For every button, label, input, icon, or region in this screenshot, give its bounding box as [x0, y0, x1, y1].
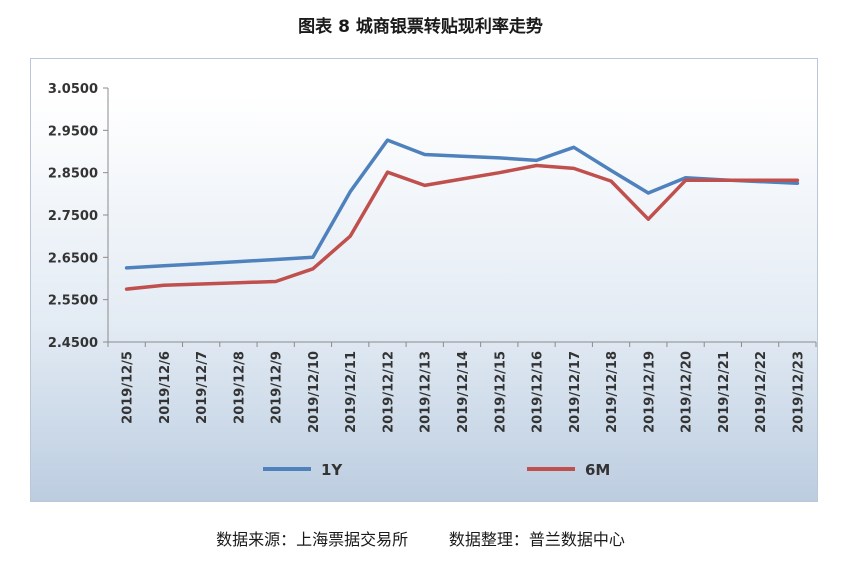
series-layer — [124, 138, 800, 291]
x-tick-label: 2019/12/14 — [456, 351, 471, 433]
y-tick-label: 2.5500 — [48, 294, 98, 309]
y-axis: 2.4500 2.5500 2.6500 2.7500 2.8500 2.9500 3.05… — [48, 82, 109, 351]
x-tick-label: 2019/12/23 — [791, 351, 806, 433]
series-line-1y — [124, 138, 800, 270]
x-tick-label: 2019/12/11 — [344, 351, 359, 433]
chart-title: 图表 8 城商银票转贴现利率走势 — [298, 17, 543, 37]
x-tick-label: 2019/12/17 — [568, 351, 583, 433]
x-tick-label: 2019/12/15 — [493, 351, 508, 433]
legend-label-6m: 6M — [585, 461, 610, 479]
y-tick-label: 2.7500 — [48, 209, 98, 224]
x-tick-label: 2019/12/13 — [419, 351, 434, 433]
legend-label-1y: 1Y — [321, 461, 343, 479]
y-tick-label: 2.4500 — [48, 336, 98, 351]
x-tick-label: 2019/12/22 — [754, 351, 769, 433]
line-chart: 2.4500 2.5500 2.6500 2.7500 2.8500 2.9500 3.05… — [48, 82, 817, 479]
x-tick-label: 2019/12/20 — [680, 351, 695, 433]
series-line-6m — [124, 163, 800, 291]
x-tick-label: 2019/12/6 — [158, 351, 173, 424]
y-tick-label: 3.0500 — [48, 82, 98, 97]
x-tick-label: 2019/12/18 — [605, 351, 620, 433]
source-note: 数据来源：上海票据交易所 数据整理：普兰数据中心 — [216, 530, 625, 549]
x-tick-label: 2019/12/12 — [381, 351, 396, 433]
x-tick-label: 2019/12/7 — [195, 351, 210, 424]
x-tick-label: 2019/12/9 — [270, 351, 285, 424]
x-tick-label: 2019/12/19 — [642, 351, 657, 433]
x-tick-label: 2019/12/10 — [307, 351, 322, 433]
y-tick-label: 2.9500 — [48, 124, 98, 139]
chart-area: 2.4500 2.5500 2.6500 2.7500 2.8500 2.9500 3.05… — [30, 58, 818, 502]
x-tick-label: 2019/12/16 — [531, 351, 546, 433]
x-axis: 2019/12/5 2019/12/6 2019/12/7 2019/12/8 2019… — [107, 341, 817, 433]
x-tick-label: 2019/12/21 — [717, 351, 732, 433]
y-tick-label: 2.8500 — [48, 167, 98, 182]
x-tick-label: 2019/12/8 — [232, 351, 247, 424]
x-tick-label: 2019/12/5 — [121, 351, 136, 424]
y-tick-label: 2.6500 — [48, 251, 98, 266]
legend: 1Y 6M — [263, 461, 610, 479]
